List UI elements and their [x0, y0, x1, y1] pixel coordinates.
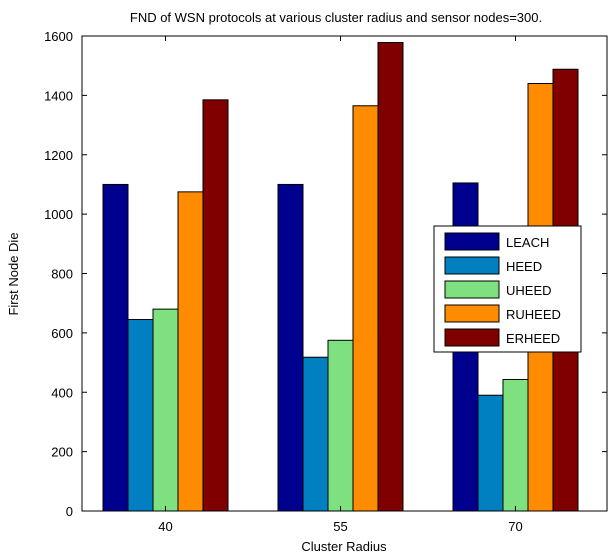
legend-label-leach: LEACH — [506, 235, 549, 250]
legend: LEACH HEED UHEED RUHEED ERHEED — [433, 225, 582, 353]
x-tick-label: 55 — [333, 519, 347, 534]
bar-uheed-70 — [502, 378, 529, 512]
legend-swatch-leach — [444, 232, 500, 251]
legend-swatch-uheed — [444, 280, 500, 299]
bar-heed-40 — [127, 319, 154, 512]
y-axis: 0 200 400 600 800 1000 1200 1400 1600 — [44, 29, 607, 519]
x-axis-label: Cluster Radius — [301, 539, 387, 554]
bar-uheed-40 — [152, 308, 179, 512]
legend-swatch-heed — [444, 256, 500, 275]
y-tick-label: 1200 — [44, 148, 73, 163]
x-axis: 40 55 70 — [158, 36, 523, 534]
chart-title: FND of WSN protocols at various cluster … — [130, 10, 542, 25]
bar-erheed-55 — [377, 42, 404, 512]
y-tick-label: 200 — [51, 445, 73, 460]
bar-leach-40 — [102, 183, 129, 512]
bar-heed-70 — [477, 394, 504, 512]
y-axis-label: First Node Die — [6, 232, 21, 315]
y-tick-label: 0 — [66, 504, 73, 519]
bar-uheed-55 — [327, 339, 354, 512]
bar-erheed-40 — [202, 99, 229, 512]
bar-leach-55 — [277, 183, 304, 512]
y-tick-label: 400 — [51, 385, 73, 400]
bar-ruheed-40 — [177, 191, 204, 512]
bar-ruheed-55 — [352, 105, 379, 512]
y-tick-label: 600 — [51, 326, 73, 341]
legend-label-uheed: UHEED — [506, 283, 552, 298]
bar-heed-55 — [302, 356, 329, 512]
y-tick-label: 1400 — [44, 88, 73, 103]
y-tick-label: 1600 — [44, 29, 73, 44]
legend-swatch-ruheed — [444, 304, 500, 323]
x-tick-label: 40 — [158, 519, 172, 534]
y-tick-label: 1000 — [44, 207, 73, 222]
legend-label-erheed: ERHEED — [506, 331, 560, 346]
legend-swatch-erheed — [444, 328, 500, 347]
legend-label-heed: HEED — [506, 259, 542, 274]
x-tick-label: 70 — [508, 519, 522, 534]
legend-label-ruheed: RUHEED — [506, 307, 561, 322]
y-tick-label: 800 — [51, 267, 73, 282]
